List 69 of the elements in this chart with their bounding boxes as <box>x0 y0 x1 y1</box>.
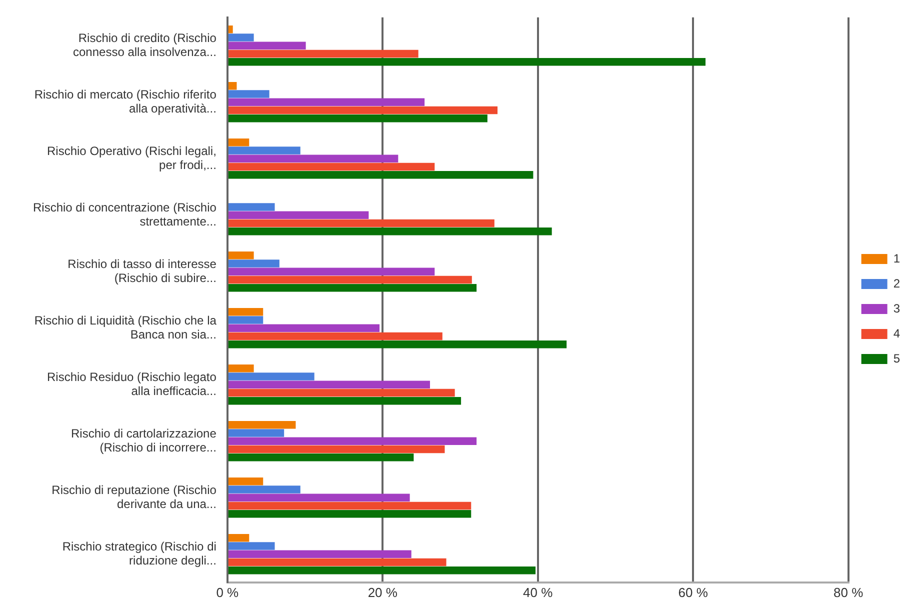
bar <box>228 324 380 332</box>
bar <box>228 486 300 494</box>
bar <box>228 252 254 260</box>
bar <box>228 388 455 397</box>
bar <box>228 542 275 550</box>
bar <box>228 219 494 228</box>
y-tick-label: Rischio di reputazione (Rischio derivante da una... <box>52 482 217 512</box>
bar <box>228 372 314 380</box>
y-tick-label: Rischio Residuo (Rischio legato alla inefficacia... <box>46 370 217 398</box>
bar <box>228 146 300 154</box>
x-tick-label: 40 % <box>523 584 554 600</box>
bar <box>228 90 270 98</box>
bar <box>228 138 250 146</box>
bar <box>228 34 254 42</box>
legend-label: 4 <box>893 326 900 340</box>
bar <box>228 429 284 437</box>
bar <box>228 340 567 348</box>
y-tick-label: Rischio di mercato (Rischio riferito alla operatività... <box>34 87 217 116</box>
bar <box>228 106 498 114</box>
bar <box>228 114 488 122</box>
bar <box>228 42 306 50</box>
y-tick-label: Rischio Operativo (Rischi legali, per frodi,... <box>47 144 216 172</box>
bar <box>228 316 264 324</box>
bar <box>228 276 472 284</box>
bar <box>228 82 237 90</box>
bar <box>228 162 435 171</box>
bar <box>228 454 414 462</box>
bar <box>228 478 264 486</box>
bar <box>228 203 275 211</box>
y-tick-label: Rischio di tasso di interesse (Rischio di subire... <box>68 256 217 286</box>
bar <box>228 550 412 558</box>
bar <box>228 494 410 502</box>
legend-label: 2 <box>893 276 900 290</box>
y-tick-label: Rischio strategico (Rischio di riduzione degli... <box>62 539 216 568</box>
bar <box>228 397 462 405</box>
bar <box>228 380 430 389</box>
bar <box>228 445 445 454</box>
bar <box>228 268 435 276</box>
legend-label: 1 <box>893 251 900 266</box>
bar <box>228 364 254 372</box>
bar <box>228 566 536 574</box>
bar <box>228 260 280 268</box>
x-tick-label: 0 % <box>216 584 240 600</box>
bar <box>228 308 264 316</box>
bar <box>228 171 534 179</box>
bar <box>228 534 250 542</box>
bar <box>228 284 477 292</box>
y-tick-label: Rischio di cartolarizzazione (Rischio di incorrere... <box>71 426 217 455</box>
bar <box>228 502 472 510</box>
bar <box>228 421 296 429</box>
x-tick-label: 80 % <box>834 584 864 600</box>
bar <box>228 50 418 58</box>
legend-label: 3 <box>893 301 900 316</box>
bar <box>228 58 706 66</box>
bar <box>228 437 477 446</box>
y-tick-label: Rischio di credito (Rischio connesso alla insolvenza... <box>72 30 217 60</box>
bar <box>228 228 552 236</box>
bar <box>228 332 442 340</box>
y-tick-label: Rischio di Liquidità (Rischio che la Banca non sia... <box>34 313 217 342</box>
x-tick-label: 20 % <box>368 584 398 600</box>
y-tick-label: Rischio di concentrazione (Rischio strettamente... <box>32 200 217 229</box>
bar <box>228 154 398 163</box>
bar <box>228 558 446 566</box>
bar <box>228 211 369 220</box>
bar <box>228 98 425 106</box>
x-tick-label: 60 % <box>678 584 708 600</box>
bar <box>228 26 233 34</box>
legend-label: 5 <box>893 351 900 366</box>
bar <box>228 510 472 518</box>
